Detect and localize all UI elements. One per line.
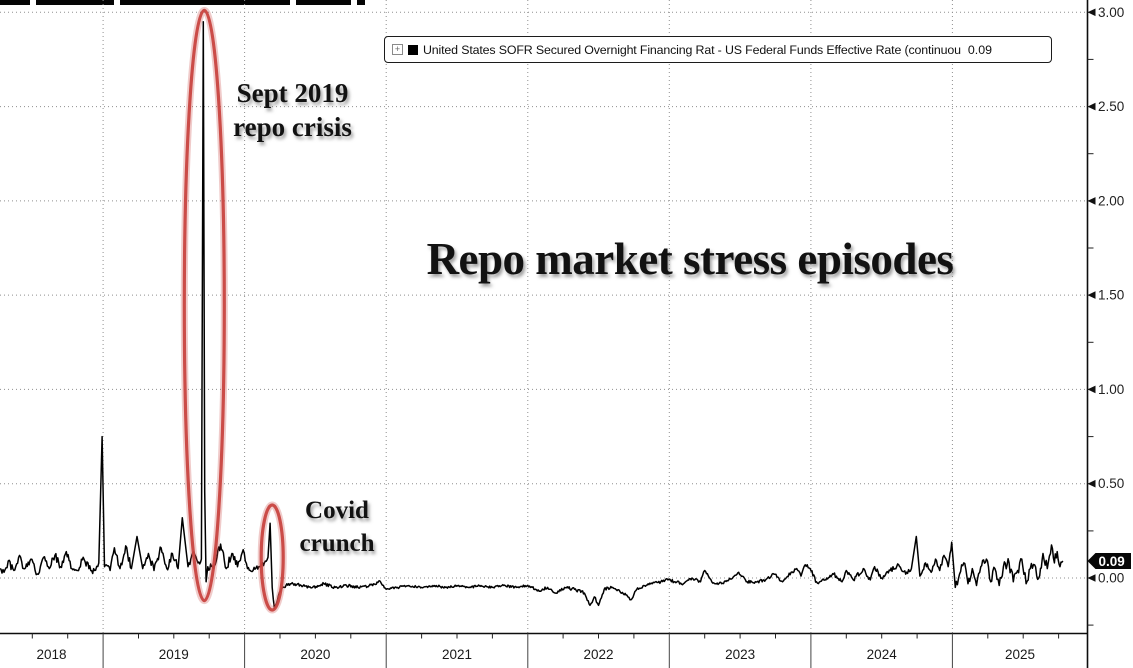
top-banner-fragment — [296, 0, 351, 5]
annotation-covid: Covid crunch — [277, 494, 397, 560]
last-value-badge-text: 0.09 — [1099, 554, 1125, 569]
y-axis-tick-arrow-icon — [1087, 8, 1096, 17]
annotation-covid-line2: crunch — [299, 530, 375, 557]
y-axis-tick-label: 0.00 — [1098, 571, 1124, 586]
expand-icon[interactable]: + — [392, 44, 403, 55]
x-axis-year-label: 2020 — [300, 647, 330, 662]
x-axis-year-label: 2025 — [1005, 647, 1035, 662]
x-axis-year-label: 2024 — [867, 647, 898, 662]
y-axis-tick-label: 3.00 — [1098, 5, 1124, 20]
top-banner-fragment — [0, 0, 30, 5]
annotation-sept-2019-line1: Sept 2019 — [236, 78, 349, 108]
y-axis-tick-label: 1.50 — [1098, 288, 1124, 303]
sept-2019-ellipse — [182, 8, 226, 603]
legend-series-value: 0.09 — [967, 42, 992, 57]
x-axis-year-label: 2018 — [36, 647, 66, 662]
top-banner-fragment — [120, 0, 290, 5]
y-axis-tick-label: 0.50 — [1098, 476, 1124, 491]
x-axis-year-label: 2023 — [725, 647, 755, 662]
y-axis-tick-arrow-icon — [1087, 385, 1096, 394]
top-banner-fragment — [36, 0, 114, 5]
covid-ellipse — [259, 503, 285, 612]
y-axis-tick-arrow-icon — [1087, 291, 1096, 299]
legend-box[interactable]: + United States SOFR Secured Overnight F… — [384, 36, 1052, 63]
top-banner-fragment — [357, 0, 365, 5]
legend-series-label: United States SOFR Secured Overnight Fin… — [423, 42, 961, 57]
series-marker-icon — [408, 44, 418, 55]
x-axis-year-label: 2021 — [442, 647, 472, 662]
series-line-sofr-ffr-spread — [0, 20, 1064, 609]
chart-main-title: Repo market stress episodes — [426, 234, 954, 284]
annotation-covid-line1: Covid — [305, 497, 369, 524]
y-axis-tick-arrow-icon — [1087, 574, 1096, 582]
y-axis-tick-arrow-icon — [1087, 479, 1096, 488]
y-axis-tick-label: 2.00 — [1098, 193, 1124, 208]
y-axis-tick-label: 2.50 — [1098, 99, 1124, 114]
last-value-badge — [1087, 553, 1131, 569]
y-axis-tick-arrow-icon — [1087, 197, 1096, 205]
annotation-sept-2019-line2: repo crisis — [233, 112, 352, 142]
x-axis-year-label: 2022 — [583, 647, 613, 662]
y-axis-tick-label: 1.00 — [1098, 382, 1124, 397]
annotation-sept-2019: Sept 2019 repo crisis — [205, 76, 380, 144]
x-axis-year-label: 2019 — [159, 647, 189, 662]
y-axis-tick-arrow-icon — [1087, 102, 1096, 111]
